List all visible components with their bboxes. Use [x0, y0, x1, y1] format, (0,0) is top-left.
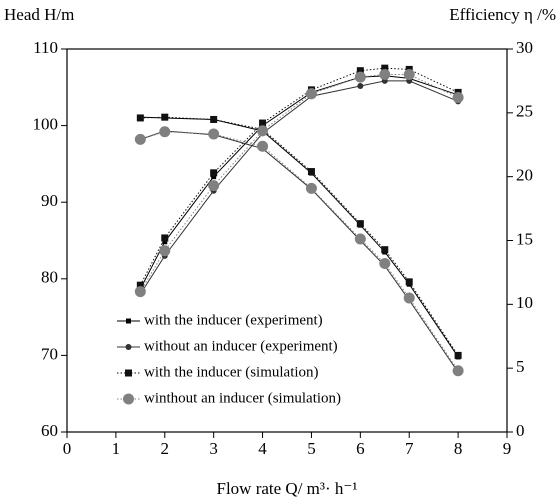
marker	[159, 245, 171, 257]
y2-tick-label: 15	[516, 229, 533, 248]
marker	[403, 69, 415, 81]
marker	[257, 125, 269, 137]
marker	[259, 119, 267, 127]
x-tick-label: 2	[161, 439, 170, 458]
marker	[136, 281, 144, 289]
x-tick-label: 8	[454, 439, 463, 458]
marker	[162, 239, 168, 245]
y2-tick-label: 5	[516, 357, 525, 376]
legend-label: without an inducer (experiment)	[144, 338, 338, 354]
legend-label: winthout an inducer (simulation)	[144, 390, 341, 406]
marker	[305, 88, 317, 100]
marker	[134, 133, 146, 145]
x-tick-label: 4	[258, 439, 267, 458]
y-tick-label: 70	[41, 344, 58, 363]
marker	[379, 69, 391, 81]
x-tick-label: 0	[63, 439, 72, 458]
y2-tick-label: 30	[516, 38, 533, 57]
marker	[305, 182, 317, 194]
marker	[452, 92, 464, 104]
series-line	[140, 131, 459, 371]
marker	[159, 126, 171, 138]
y-axis-label: Head H/m	[4, 5, 74, 24]
legend-marker	[125, 369, 132, 377]
marker	[381, 64, 389, 72]
series-line	[139, 75, 459, 290]
y-tick-label: 110	[33, 38, 58, 57]
x-tick-label: 6	[356, 439, 365, 458]
y-tick-label: 60	[41, 421, 58, 440]
y2-tick-label: 25	[516, 102, 533, 121]
y-tick-label: 90	[41, 191, 58, 210]
marker	[211, 174, 217, 180]
x-tick-label: 9	[503, 439, 512, 458]
y2-tick-label: 10	[516, 293, 533, 312]
marker	[452, 365, 464, 377]
marker	[356, 67, 364, 75]
x-tick-label: 7	[405, 439, 414, 458]
marker	[354, 71, 366, 83]
marker	[136, 114, 144, 122]
legend-marker	[123, 393, 134, 405]
marker	[161, 113, 169, 121]
y-tick-label: 80	[41, 268, 58, 287]
y-tick-label: 100	[33, 115, 59, 134]
y2-tick-label: 20	[516, 166, 533, 185]
marker	[161, 234, 169, 242]
marker	[357, 83, 364, 90]
y2-tick-label: 0	[516, 421, 525, 440]
marker	[208, 180, 220, 192]
series-line	[140, 130, 459, 373]
marker	[381, 246, 389, 254]
x-tick-label: 3	[209, 439, 218, 458]
legend-marker	[125, 344, 132, 350]
marker	[454, 351, 462, 359]
marker	[134, 286, 146, 298]
marker	[307, 168, 315, 176]
marker	[208, 128, 220, 140]
marker	[403, 292, 415, 304]
marker	[354, 233, 366, 245]
series-line	[139, 74, 459, 292]
marker	[257, 140, 269, 152]
y2-axis-label: Efficiency η /%	[449, 5, 556, 24]
marker	[210, 169, 218, 177]
marker	[379, 257, 391, 269]
marker	[405, 278, 413, 286]
series-line	[139, 80, 459, 295]
x-tick-label: 5	[307, 439, 316, 458]
legend-marker	[126, 318, 131, 324]
legend-label: with the inducer (simulation)	[144, 364, 319, 380]
x-axis-label: Flow rate Q/ m³· h⁻¹	[217, 479, 358, 498]
marker	[356, 220, 364, 228]
marker	[210, 115, 218, 123]
x-tick-label: 1	[112, 439, 121, 458]
legend-label: with the inducer (experiment)	[144, 312, 323, 328]
